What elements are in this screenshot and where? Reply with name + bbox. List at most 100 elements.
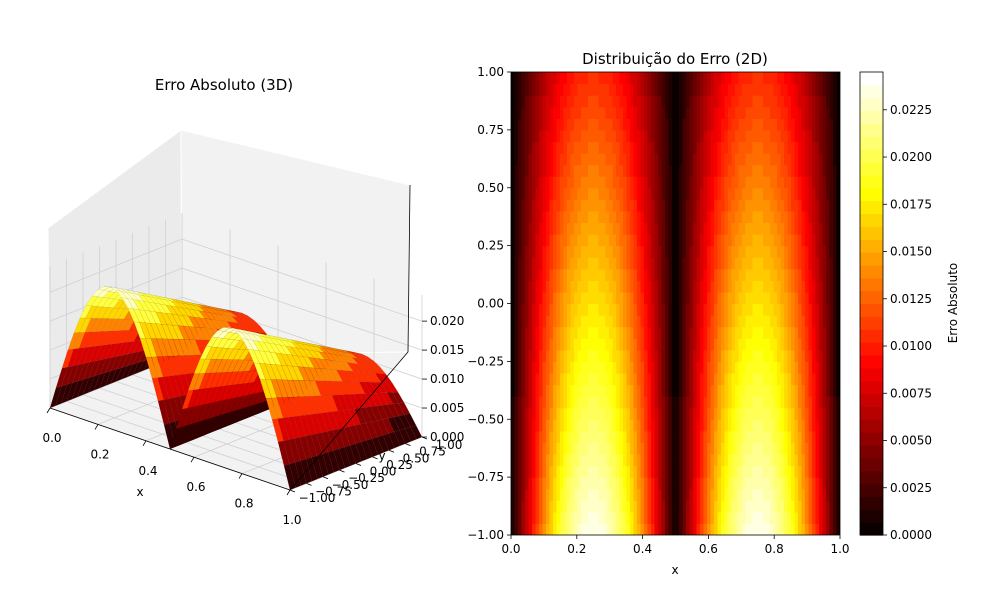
heatmap-cell: [675, 442, 680, 455]
heatmap-cell: [798, 488, 803, 501]
heatmap-cell: [654, 361, 659, 374]
heatmap-cell: [640, 83, 645, 96]
heatmap-cell: [777, 164, 782, 177]
heatmap-cell: [651, 153, 656, 166]
heatmap-cell: [829, 326, 834, 339]
heatmap-cell: [623, 407, 628, 420]
heatmap-cell: [563, 338, 568, 351]
heatmap-cell: [542, 419, 547, 432]
heatmap-cell: [717, 338, 722, 351]
heatmap-cell: [581, 257, 586, 270]
heatmap-cell: [728, 477, 733, 490]
colorbar-tick-label: 0.0175: [890, 197, 932, 211]
heatmap-cell: [609, 303, 614, 316]
heatmap-cell: [714, 326, 719, 339]
heatmap-cell: [626, 164, 631, 177]
heatmap-cell: [812, 407, 817, 420]
heatmap-cell: [735, 465, 740, 478]
heatmap-cell: [717, 419, 722, 432]
heatmap-cell: [672, 72, 677, 85]
heatmap-cell: [556, 291, 561, 305]
heatmap-cell: [773, 511, 778, 525]
heatmap-cell: [819, 523, 824, 535]
heatmap-cell: [836, 106, 840, 119]
heatmap-cell: [707, 106, 712, 119]
heatmap-cell: [679, 118, 684, 131]
heatmap-cell: [668, 199, 673, 212]
heatmap-cell: [549, 129, 554, 143]
heatmap-cell: [637, 153, 642, 166]
heatmap-cell: [700, 234, 705, 247]
heatmap-cell: [770, 129, 775, 143]
heatmap-cell: [696, 453, 701, 467]
heatmap-cell: [511, 349, 516, 362]
heatmap-cell: [756, 141, 761, 154]
heatmap-cell: [745, 222, 750, 235]
colorbar-level: [860, 432, 883, 446]
heatmap-cell: [805, 245, 810, 258]
heatmap-cell: [836, 291, 840, 305]
heatmap-cell: [651, 245, 656, 258]
heatmap-cell: [637, 234, 642, 247]
heatmap-cell: [595, 72, 600, 85]
heatmap-cell: [742, 141, 747, 154]
heatmap-cell: [756, 210, 761, 224]
heatmap-cell: [787, 419, 792, 432]
surface-x-tick: [238, 473, 243, 479]
heatmap-cell: [721, 384, 726, 397]
heatmap-cell: [647, 291, 652, 305]
heatmap-cell: [658, 361, 663, 374]
heatmap-cell: [791, 72, 796, 85]
heatmap-cell: [812, 234, 817, 247]
heatmap-cell: [693, 106, 698, 119]
heatmap-cell: [700, 396, 705, 409]
heatmap-cell: [696, 210, 701, 224]
heatmap-cell: [808, 361, 813, 374]
heatmap-cell: [745, 477, 750, 490]
heatmap-cell: [640, 396, 645, 409]
heatmap-cell: [570, 291, 575, 305]
heatmap-cell: [707, 245, 712, 258]
heatmap-cell: [728, 361, 733, 374]
heatmap-cell: [528, 500, 533, 513]
heatmap-cell: [577, 164, 582, 177]
surface-panel: Erro Absoluto (3D) 0.00.20.40.60.81.0 −1…: [42, 76, 464, 527]
heatmap-cell: [787, 384, 792, 397]
colorbar-level: [860, 354, 883, 369]
heatmap-cell: [815, 72, 820, 85]
heatmap-cell: [742, 453, 747, 467]
heatmap-cell: [794, 511, 799, 525]
heatmap-cell: [689, 372, 694, 386]
heatmap-cell: [623, 349, 628, 362]
heatmap-cell: [826, 234, 831, 247]
heatmap-cell: [707, 291, 712, 305]
heatmap-cell: [826, 176, 831, 189]
heatmap-cell: [644, 187, 649, 200]
heatmap-cell: [717, 118, 722, 131]
heatmap-cell: [808, 407, 813, 420]
heatmap-cell: [749, 245, 754, 258]
heatmap-cell: [535, 234, 540, 247]
heatmap-cell: [707, 153, 712, 166]
heatmap-cell: [703, 361, 708, 374]
heatmap-cell: [787, 222, 792, 235]
heatmap-cell: [567, 106, 572, 119]
heatmap-cell: [539, 129, 544, 143]
heatmap-cell: [801, 153, 806, 166]
heatmap-cell: [633, 129, 638, 143]
heatmap-cell: [738, 257, 743, 270]
heatmap-cell: [703, 349, 708, 362]
heatmap-cell: [707, 361, 712, 374]
heatmap-cell: [742, 465, 747, 478]
heatmap-cell: [833, 315, 838, 328]
heatmap-cell: [682, 465, 687, 478]
heatmap-cell: [752, 72, 757, 85]
heatmap-cell: [700, 315, 705, 328]
heatmap-cell: [577, 442, 582, 455]
heatmap-cell: [637, 442, 642, 455]
heatmap-cell: [633, 326, 638, 339]
heatmap-cell: [721, 222, 726, 235]
heatmap-cell: [707, 372, 712, 386]
heatmap-cell: [612, 222, 617, 235]
heatmap-cell: [588, 338, 593, 351]
